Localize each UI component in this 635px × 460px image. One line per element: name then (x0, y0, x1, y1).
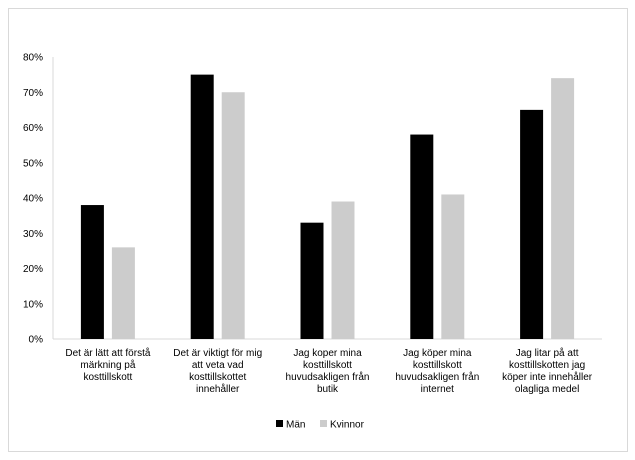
bar-man (190, 74, 214, 339)
legend-item: Män (276, 420, 305, 431)
category-label: Det är lätt att förstå märkning på kosttil… (65, 347, 150, 383)
legend-label: Kvinnor (330, 420, 365, 431)
y-tick-label: 50% (23, 158, 43, 169)
bar-man (80, 205, 104, 339)
y-tick-label: 40% (23, 194, 43, 205)
category-label: Det är viktigt för mig att veta vad kostti… (173, 348, 262, 395)
y-tick-label: 0% (29, 335, 44, 346)
bar-man (520, 109, 544, 339)
category-label: Jag koper mina kosttillskott huvudsakligen… (286, 348, 370, 395)
bar-kvinnor (551, 78, 575, 340)
legend-label: Män (286, 420, 305, 431)
bar-man (410, 134, 434, 339)
bar-kvinnor (331, 201, 355, 339)
y-tick-label: 20% (23, 264, 43, 275)
category-label: Jag köper mina kosttillskott huvudsakligen… (395, 348, 479, 395)
legend-swatch (320, 420, 327, 427)
bar-kvinnor (441, 194, 465, 339)
legend: Män Kvinnor (276, 420, 365, 431)
y-tick-label: 80% (23, 53, 43, 64)
legend-item: Kvinnor (320, 420, 365, 431)
category-label: Jag litar på att kosttillskotten jag köper… (502, 347, 593, 395)
bar-kvinnor (111, 247, 135, 339)
bars (80, 74, 575, 340)
y-tick-labels: 0% 10% 20% 30% 40% 50% 60% 70% 80% (23, 53, 43, 346)
y-tick-label: 70% (23, 88, 43, 99)
y-tick-label: 10% (23, 299, 43, 310)
bar-kvinnor (221, 92, 245, 339)
bar-man (300, 222, 324, 339)
category-labels: Det är lätt att förstå märkning på kosttil… (65, 347, 592, 395)
y-tick-label: 30% (23, 229, 43, 240)
y-tick-label: 60% (23, 123, 43, 134)
legend-swatch (276, 420, 283, 427)
